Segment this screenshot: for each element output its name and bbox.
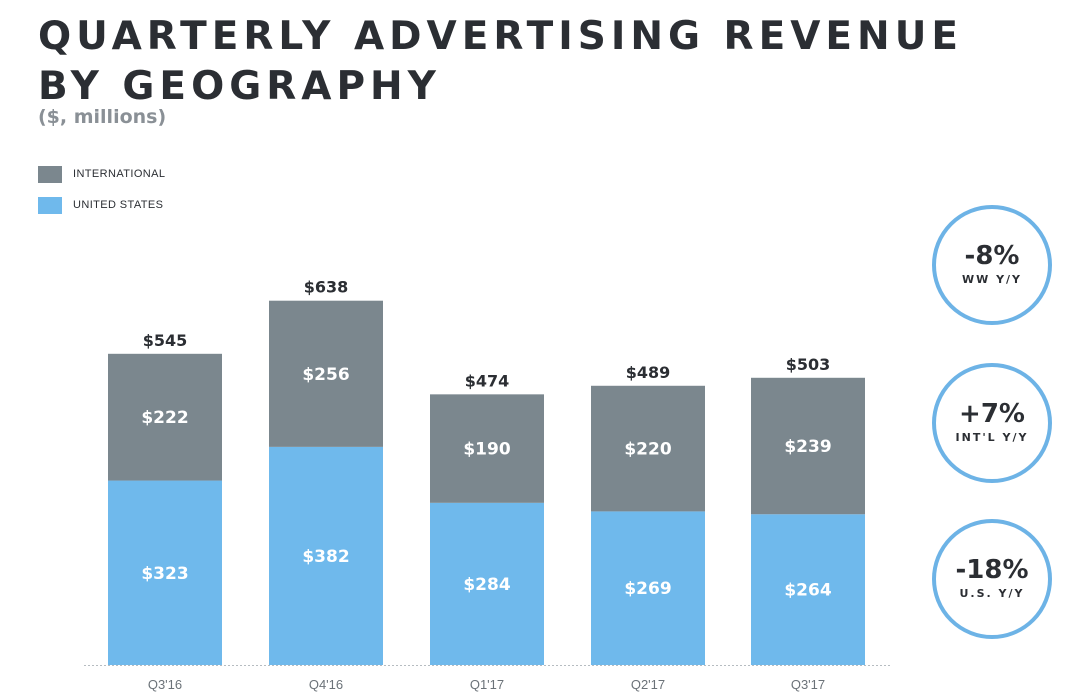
x-tick-label: Q3'17 bbox=[791, 677, 825, 692]
legend-item-international: INTERNATIONAL bbox=[38, 164, 165, 184]
chart-legend: INTERNATIONAL UNITED STATES bbox=[38, 164, 165, 226]
chart-title-line-1: QUARTERLY ADVERTISING REVENUE bbox=[38, 14, 963, 59]
bar-label-international: $239 bbox=[784, 437, 831, 457]
bar-international bbox=[269, 300, 383, 447]
bar-united-states bbox=[591, 511, 705, 665]
bar-label-international: $220 bbox=[624, 440, 671, 460]
bar-international bbox=[108, 353, 222, 481]
bar-international bbox=[591, 385, 705, 512]
callout-ww-value: -8% bbox=[964, 241, 1020, 271]
callout-ww-yy: -8% WW Y/Y bbox=[932, 205, 1052, 325]
callout-intl-value: +7% bbox=[959, 399, 1025, 429]
chart-title: QUARTERLY ADVERTISING REVENUE BY GEOGRAP… bbox=[38, 12, 963, 112]
bar-label-international: $256 bbox=[302, 365, 349, 385]
callout-intl-label: INT'L Y/Y bbox=[955, 431, 1029, 444]
legend-swatch-united-states bbox=[38, 196, 62, 214]
bar-label-united-states: $382 bbox=[302, 547, 349, 567]
callout-us-value: -18% bbox=[955, 555, 1029, 585]
x-tick-label: Q4'16 bbox=[309, 677, 343, 692]
x-tick-label: Q3'16 bbox=[148, 677, 182, 692]
bar-international bbox=[751, 377, 865, 515]
callout-us-yy: -18% U.S. Y/Y bbox=[932, 519, 1052, 639]
chart-title-line-2: BY GEOGRAPHY bbox=[38, 64, 441, 109]
bar-label-united-states: $264 bbox=[784, 581, 831, 601]
bar-label-united-states: $284 bbox=[463, 575, 510, 595]
callout-us-label: U.S. Y/Y bbox=[959, 587, 1025, 600]
bar-label-international: $222 bbox=[141, 408, 188, 428]
chart-subtitle: ($, millions) bbox=[38, 106, 167, 128]
bar-total-label: $638 bbox=[304, 278, 349, 297]
bar-total-label: $503 bbox=[786, 355, 831, 374]
bar-total-label: $489 bbox=[626, 363, 671, 382]
bar-international bbox=[430, 394, 544, 503]
bar-label-international: $190 bbox=[463, 440, 510, 460]
bar-label-united-states: $269 bbox=[624, 579, 671, 599]
legend-item-united-states: UNITED STATES bbox=[38, 195, 165, 215]
bar-united-states bbox=[751, 514, 865, 665]
legend-label-international: INTERNATIONAL bbox=[73, 168, 166, 180]
x-tick-label: Q1'17 bbox=[470, 677, 504, 692]
bar-united-states bbox=[108, 480, 222, 665]
bar-united-states bbox=[269, 446, 383, 665]
bar-total-label: $545 bbox=[143, 331, 188, 350]
bar-united-states bbox=[430, 502, 544, 665]
legend-label-united-states: UNITED STATES bbox=[73, 199, 164, 211]
x-tick-label: Q2'17 bbox=[631, 677, 665, 692]
bar-label-united-states: $323 bbox=[141, 564, 188, 584]
callout-ww-label: WW Y/Y bbox=[961, 273, 1023, 286]
callout-intl-yy: +7% INT'L Y/Y bbox=[932, 363, 1052, 483]
bar-total-label: $474 bbox=[465, 371, 510, 390]
legend-swatch-international bbox=[38, 165, 62, 183]
